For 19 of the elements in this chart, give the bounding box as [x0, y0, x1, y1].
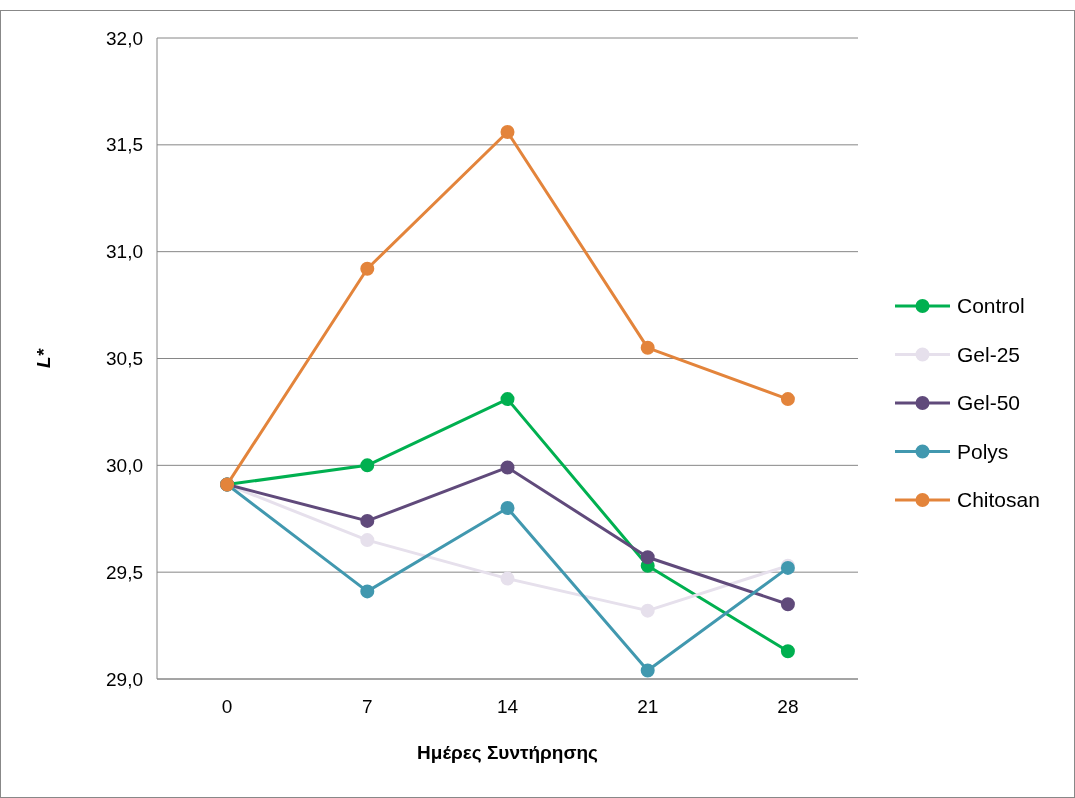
y-tick-label: 29,0 [106, 668, 143, 690]
legend-label: Control [957, 294, 1025, 318]
y-tick-label: 30,5 [106, 348, 143, 370]
x-tick-label: 21 [637, 696, 659, 717]
x-tick-label: 7 [362, 696, 373, 717]
x-tick-label: 14 [496, 696, 519, 717]
y-axis-title: L* [33, 347, 54, 368]
x-tick-label: 28 [777, 696, 799, 717]
y-tick-label: 31,0 [106, 241, 143, 263]
x-tick-label: 0 [221, 696, 233, 717]
y-tick-label: 29,5 [106, 561, 143, 583]
x-axis-title: Ημέρες Συντήρησης [417, 742, 599, 763]
y-tick-label: 32,0 [106, 27, 143, 49]
legend-label: Chitosan [957, 488, 1040, 512]
legend-label: Polys [957, 439, 1009, 463]
y-tick-label: 31,5 [106, 134, 143, 156]
y-tick-label: 30,0 [106, 454, 143, 476]
legend-label: Gel-50 [957, 391, 1021, 415]
legend-label: Gel-25 [957, 342, 1021, 366]
